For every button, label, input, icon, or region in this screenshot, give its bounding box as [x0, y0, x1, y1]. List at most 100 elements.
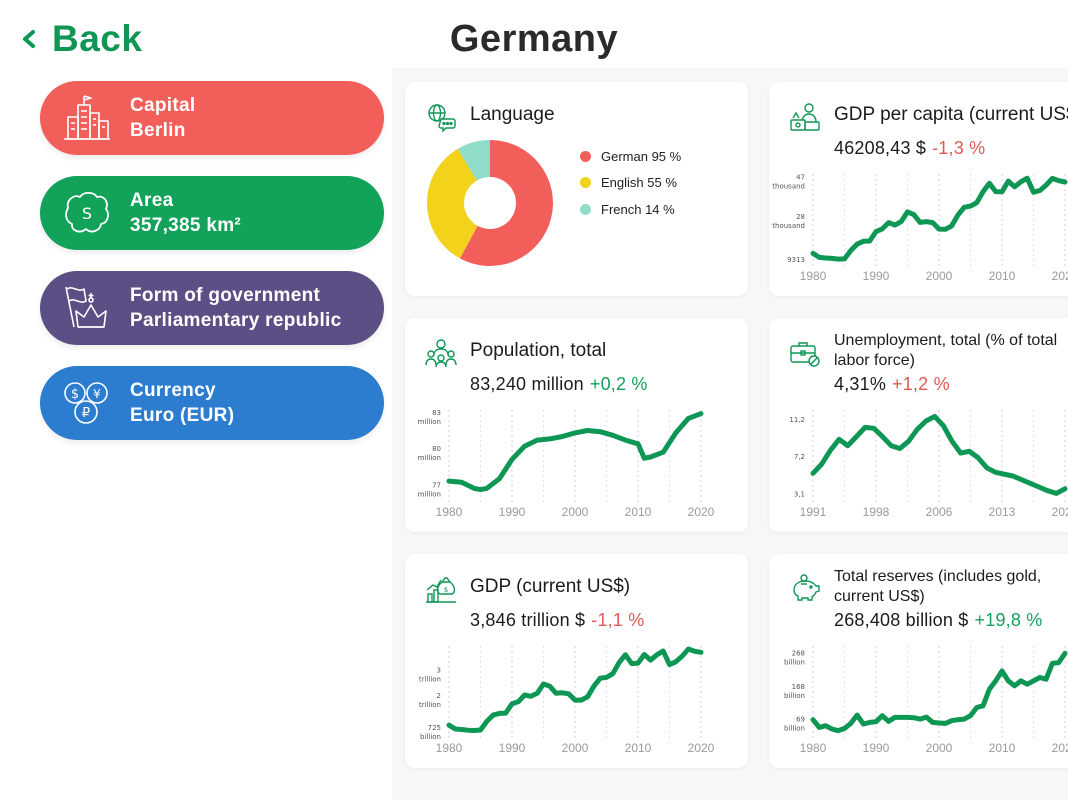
x-tick-label: 2000	[562, 505, 589, 519]
y-tick-unit: trillion	[419, 676, 441, 684]
population-value: 83,240 million	[470, 374, 584, 394]
reserves-title-line2: current US$)	[834, 588, 925, 605]
reserves-title-line1: Total reserves (includes gold,	[834, 568, 1042, 585]
y-tick-unit: thousand	[772, 222, 805, 230]
legend-item: English 55 %	[580, 170, 681, 197]
area-value: 357,385 km²	[130, 215, 242, 236]
y-tick-label: 7,2	[794, 453, 805, 461]
language-card: Language German 95 % English 55 % French…	[405, 82, 748, 296]
government-pill: Form of government Parliamentary republi…	[40, 271, 384, 345]
population-change: +0,2 %	[589, 374, 648, 394]
x-tick-label: 1980	[800, 269, 827, 283]
area-pill: S Area 357,385 km²	[40, 176, 384, 250]
legend-dot	[580, 150, 591, 162]
svg-text:S: S	[82, 204, 92, 223]
capital-value: Berlin	[130, 120, 186, 141]
x-tick-label: 1990	[863, 741, 890, 755]
series-line	[810, 650, 1068, 734]
gdp-value: 3,846 trillion $	[470, 610, 586, 630]
unemployment-title: Unemployment, total (% of total labor for…	[834, 331, 1057, 371]
money-bag-chart-icon: $	[426, 577, 456, 603]
briefcase-icon	[790, 342, 820, 367]
y-tick-unit: thousand	[772, 182, 805, 190]
capital-label: Capital	[130, 95, 196, 116]
donut-slice	[457, 140, 490, 181]
y-tick-label: 9313	[787, 256, 805, 264]
reserves-change: +19,8 %	[974, 610, 1043, 630]
government-value: Parliamentary republic	[130, 310, 342, 331]
legend-item: German 95 %	[580, 143, 681, 170]
x-tick-label: 2020	[1052, 505, 1068, 519]
y-tick-unit: billion	[784, 659, 805, 667]
crown-flag-icon	[65, 286, 107, 328]
y-tick-label: 168	[792, 683, 805, 691]
series-line	[810, 413, 1068, 496]
x-tick-label: 2020	[688, 741, 715, 755]
area-label: Area	[130, 190, 174, 211]
x-tick-label: 1998	[863, 505, 890, 519]
unemployment-line-chart: 1991 1998 2006 2013 2020 11,2 7,2 3,1	[789, 410, 1068, 519]
svg-text:$: $	[444, 586, 448, 594]
gdp-value-row: 3,846 trillion $ -1,1 %	[470, 610, 645, 631]
unemployment-title-line1: Unemployment, total (% of total	[834, 332, 1058, 349]
language-legend: German 95 % English 55 % French 14 %	[580, 143, 681, 223]
x-tick-label: 2013	[989, 505, 1016, 519]
reserves-value: 268,408 billion $	[834, 610, 969, 630]
series-line	[446, 411, 704, 493]
y-tick-label: 3	[437, 667, 441, 675]
back-button[interactable]: Back	[20, 18, 142, 60]
gdp-line-chart: 1980 1990 2000 2010 20203trillion2trillion72…	[419, 646, 715, 755]
x-tick-label: 1990	[499, 741, 526, 755]
donut-slice	[459, 140, 553, 266]
svg-text:₽: ₽	[82, 406, 90, 421]
y-tick-label: 268	[792, 650, 805, 658]
series-line	[446, 646, 704, 733]
y-tick-unit: trillion	[419, 701, 441, 709]
legend-item: French 14 %	[580, 196, 681, 223]
reserves-title: Total reserves (includes gold, current US…	[834, 567, 1041, 607]
x-tick-label: 1980	[436, 505, 463, 519]
svg-text:¥: ¥	[93, 387, 101, 401]
y-tick-label: 80	[432, 445, 441, 453]
x-tick-label: 1990	[499, 505, 526, 519]
currency-label: Currency	[130, 380, 216, 401]
capital-pill: Capital Berlin	[40, 81, 384, 155]
y-tick-label: 2	[437, 692, 441, 700]
legend-label: English 55 %	[601, 175, 677, 191]
language-donut-chart	[427, 140, 553, 266]
reserves-value-row: 268,408 billion $ +19,8 %	[834, 610, 1042, 631]
y-tick-label: 28	[796, 213, 805, 221]
coins-icon: $ ¥ ₽	[64, 382, 108, 424]
legend-label: French 14 %	[601, 201, 675, 217]
x-tick-label: 1990	[863, 269, 890, 283]
money-person-icon	[790, 103, 820, 131]
y-tick-unit: billion	[784, 725, 805, 733]
x-tick-label: 2010	[625, 741, 652, 755]
gdp-per-capita-title: GDP per capita (current US$)	[834, 104, 1068, 125]
x-tick-label: 2000	[562, 741, 589, 755]
reserves-card: Total reserves (includes gold, current US…	[769, 554, 1068, 768]
svg-text:$: $	[71, 387, 79, 402]
population-card: Population, total 83,240 million +0,2 % 1…	[405, 318, 748, 532]
x-tick-label: 2010	[989, 269, 1016, 283]
x-tick-label: 2010	[625, 505, 652, 519]
legend-dot	[580, 177, 591, 189]
unemployment-title-line2: labor force)	[834, 352, 915, 369]
city-buildings-icon	[64, 95, 110, 140]
y-tick-unit: million	[418, 490, 441, 498]
government-label: Form of government	[130, 285, 321, 306]
x-tick-label: 2000	[926, 269, 953, 283]
population-title: Population, total	[470, 340, 607, 361]
x-tick-label: 2000	[926, 741, 953, 755]
people-group-icon	[425, 339, 457, 368]
y-tick-label: 77	[432, 481, 441, 489]
y-tick-label: 47	[796, 173, 805, 181]
unemployment-change: +1,2 %	[892, 374, 950, 394]
y-tick-label: 69	[796, 716, 805, 724]
unemployment-card: Unemployment, total (% of total labor for…	[769, 318, 1068, 532]
x-tick-label: 2010	[989, 741, 1016, 755]
gdp-per-capita-line-chart: 1980199020002010202047thousand28thousand…	[772, 173, 1068, 283]
legend-label: German 95 %	[601, 148, 682, 164]
unemployment-value: 4,31%	[834, 374, 887, 394]
population-value-row: 83,240 million +0,2 %	[470, 374, 648, 395]
